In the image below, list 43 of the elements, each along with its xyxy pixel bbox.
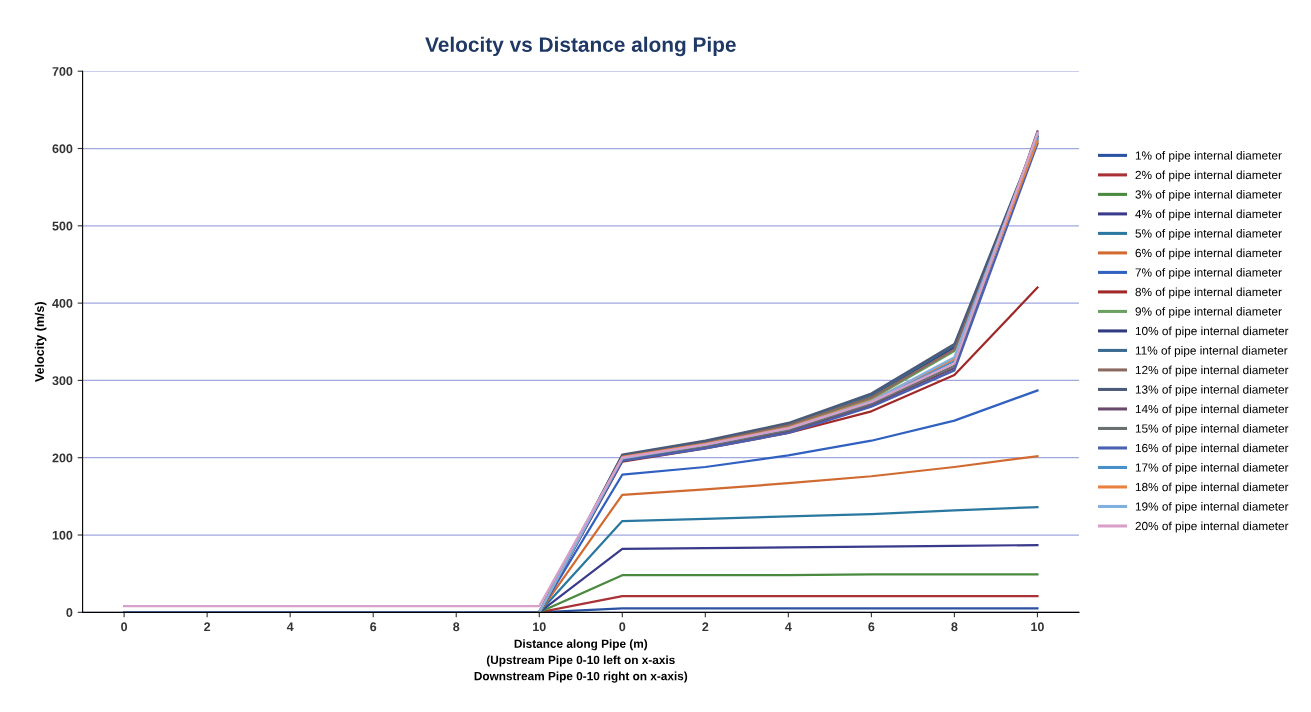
legend-label: 19% of pipe internal diameter: [1135, 502, 1289, 514]
x-axis-title: Distance along Pipe (m) (Upstream Pipe 0-10 left on x-axis Downstream Pipe 0-10 right on x-axis): [474, 639, 688, 683]
y-axis-title: Velocity (m/s): [34, 302, 47, 382]
legend-label: 4% of pipe internal diameter: [1135, 209, 1282, 221]
legend-label: 12% of pipe internal diameter: [1135, 365, 1289, 377]
y-tick-label: 200: [52, 453, 73, 463]
x-tick-label: 0: [121, 622, 128, 632]
legend-label: 11% of pipe internal diameter: [1135, 346, 1288, 358]
x-tick-label: 8: [951, 622, 958, 632]
x-tick-label: 4: [286, 622, 294, 632]
x-tick-label: 4: [785, 622, 792, 632]
legend-label: 8% of pipe internal diameter: [1135, 287, 1282, 299]
legend-label: 1% of pipe internal diameter: [1135, 150, 1282, 162]
y-tick-label: 700: [52, 67, 73, 76]
legend-label: 7% of pipe internal diameter: [1135, 267, 1282, 279]
chart-title: Velocity vs Distance along Pipe: [425, 36, 736, 57]
x-tick-label: 8: [453, 622, 460, 632]
y-tick-label: 0: [66, 608, 73, 617]
x-tick-label: 10: [533, 622, 546, 632]
legend-label: 3% of pipe internal diameter: [1135, 189, 1282, 201]
legend-label: 13% of pipe internal diameter: [1135, 385, 1289, 397]
legend-label: 15% of pipe internal diameter: [1135, 424, 1289, 436]
legend-label: 20% of pipe internal diameter: [1135, 521, 1289, 533]
legend-label: 16% of pipe internal diameter: [1135, 443, 1289, 455]
legend-label: 17% of pipe internal diameter: [1135, 463, 1289, 475]
x-tick-label: 10: [1031, 622, 1044, 632]
legend-label: 14% of pipe internal diameter: [1135, 404, 1289, 416]
legend-label: 5% of pipe internal diameter: [1135, 228, 1282, 240]
x-tick-label: 2: [204, 622, 211, 632]
legend-label: 18% of pipe internal diameter: [1135, 482, 1289, 494]
x-tick-label: 6: [370, 622, 377, 632]
x-tick-label: 6: [868, 622, 875, 632]
y-tick-label: 600: [52, 144, 73, 154]
y-tick-label: 100: [52, 530, 73, 540]
legend-label: 6% of pipe internal diameter: [1135, 248, 1282, 260]
legend-label: 9% of pipe internal diameter: [1135, 307, 1282, 319]
y-tick-label: 300: [52, 376, 73, 386]
legend-label: 10% of pipe internal diameter: [1135, 326, 1289, 338]
x-tick-label: 0: [619, 622, 626, 632]
y-tick-label: 400: [52, 298, 73, 308]
legend-label: 2% of pipe internal diameter: [1135, 170, 1282, 182]
x-tick-label: 2: [702, 622, 709, 632]
y-tick-label: 500: [52, 221, 73, 231]
